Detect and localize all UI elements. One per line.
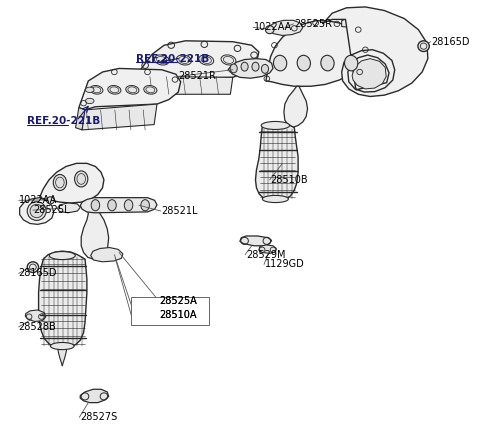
- Ellipse shape: [241, 62, 248, 71]
- Text: 28510A: 28510A: [159, 310, 197, 320]
- Polygon shape: [79, 68, 180, 110]
- Ellipse shape: [345, 55, 358, 71]
- Polygon shape: [25, 310, 46, 321]
- Polygon shape: [141, 41, 259, 79]
- Ellipse shape: [27, 202, 46, 220]
- Text: 28527S: 28527S: [80, 412, 118, 422]
- Ellipse shape: [297, 55, 311, 71]
- Polygon shape: [58, 347, 67, 366]
- Circle shape: [265, 25, 274, 34]
- Ellipse shape: [124, 200, 133, 211]
- Polygon shape: [20, 198, 54, 224]
- Text: 1022AA: 1022AA: [254, 22, 292, 33]
- Ellipse shape: [221, 55, 236, 65]
- FancyBboxPatch shape: [131, 297, 209, 325]
- Ellipse shape: [50, 342, 74, 350]
- Polygon shape: [80, 389, 108, 403]
- Ellipse shape: [263, 195, 288, 202]
- Ellipse shape: [321, 55, 334, 71]
- Ellipse shape: [108, 85, 121, 94]
- Polygon shape: [58, 203, 80, 213]
- Polygon shape: [75, 108, 85, 130]
- Polygon shape: [39, 163, 104, 203]
- Polygon shape: [323, 7, 428, 97]
- Polygon shape: [228, 59, 273, 78]
- Polygon shape: [81, 202, 108, 259]
- Text: 1022AA: 1022AA: [19, 195, 57, 205]
- Text: 28165D: 28165D: [432, 37, 470, 46]
- Text: 28165D: 28165D: [19, 268, 57, 278]
- Ellipse shape: [274, 55, 287, 71]
- Ellipse shape: [74, 171, 88, 187]
- Polygon shape: [342, 15, 375, 27]
- Ellipse shape: [30, 204, 43, 218]
- Polygon shape: [266, 21, 368, 86]
- Ellipse shape: [141, 200, 149, 211]
- Text: 28525A: 28525A: [159, 296, 197, 307]
- Ellipse shape: [85, 87, 94, 93]
- Polygon shape: [259, 245, 276, 253]
- Text: 28521L: 28521L: [162, 206, 198, 216]
- Polygon shape: [255, 123, 298, 201]
- Ellipse shape: [90, 85, 103, 94]
- Ellipse shape: [262, 64, 268, 73]
- Circle shape: [418, 41, 429, 51]
- Ellipse shape: [230, 64, 237, 73]
- Text: 28525A: 28525A: [159, 296, 197, 307]
- Ellipse shape: [177, 55, 192, 65]
- Ellipse shape: [154, 55, 169, 65]
- Ellipse shape: [199, 55, 214, 65]
- Polygon shape: [82, 104, 157, 130]
- Polygon shape: [284, 86, 308, 128]
- Polygon shape: [38, 251, 87, 348]
- Text: 28528B: 28528B: [19, 322, 57, 332]
- Ellipse shape: [91, 200, 100, 211]
- Text: 1129GD: 1129GD: [265, 260, 305, 270]
- Polygon shape: [91, 248, 123, 262]
- Polygon shape: [80, 198, 157, 213]
- Text: 28510A: 28510A: [159, 310, 197, 320]
- Text: 28521R: 28521R: [178, 72, 216, 81]
- Polygon shape: [270, 20, 303, 35]
- Ellipse shape: [108, 200, 116, 211]
- Ellipse shape: [144, 85, 157, 94]
- Ellipse shape: [53, 174, 67, 190]
- Ellipse shape: [252, 62, 259, 71]
- Polygon shape: [352, 59, 386, 89]
- Text: 28510B: 28510B: [271, 175, 308, 185]
- Ellipse shape: [85, 98, 94, 104]
- Ellipse shape: [126, 85, 139, 94]
- Polygon shape: [147, 76, 233, 94]
- Polygon shape: [138, 70, 150, 94]
- Ellipse shape: [261, 122, 289, 130]
- Circle shape: [27, 262, 38, 273]
- Polygon shape: [240, 236, 272, 246]
- Text: REF.20-221B: REF.20-221B: [136, 54, 209, 63]
- Circle shape: [47, 197, 54, 204]
- Text: 28525R: 28525R: [294, 19, 332, 29]
- Text: 28525L: 28525L: [33, 205, 70, 215]
- Text: 28529M: 28529M: [246, 250, 286, 260]
- Ellipse shape: [49, 252, 75, 260]
- Text: REF.20-221B: REF.20-221B: [27, 116, 100, 126]
